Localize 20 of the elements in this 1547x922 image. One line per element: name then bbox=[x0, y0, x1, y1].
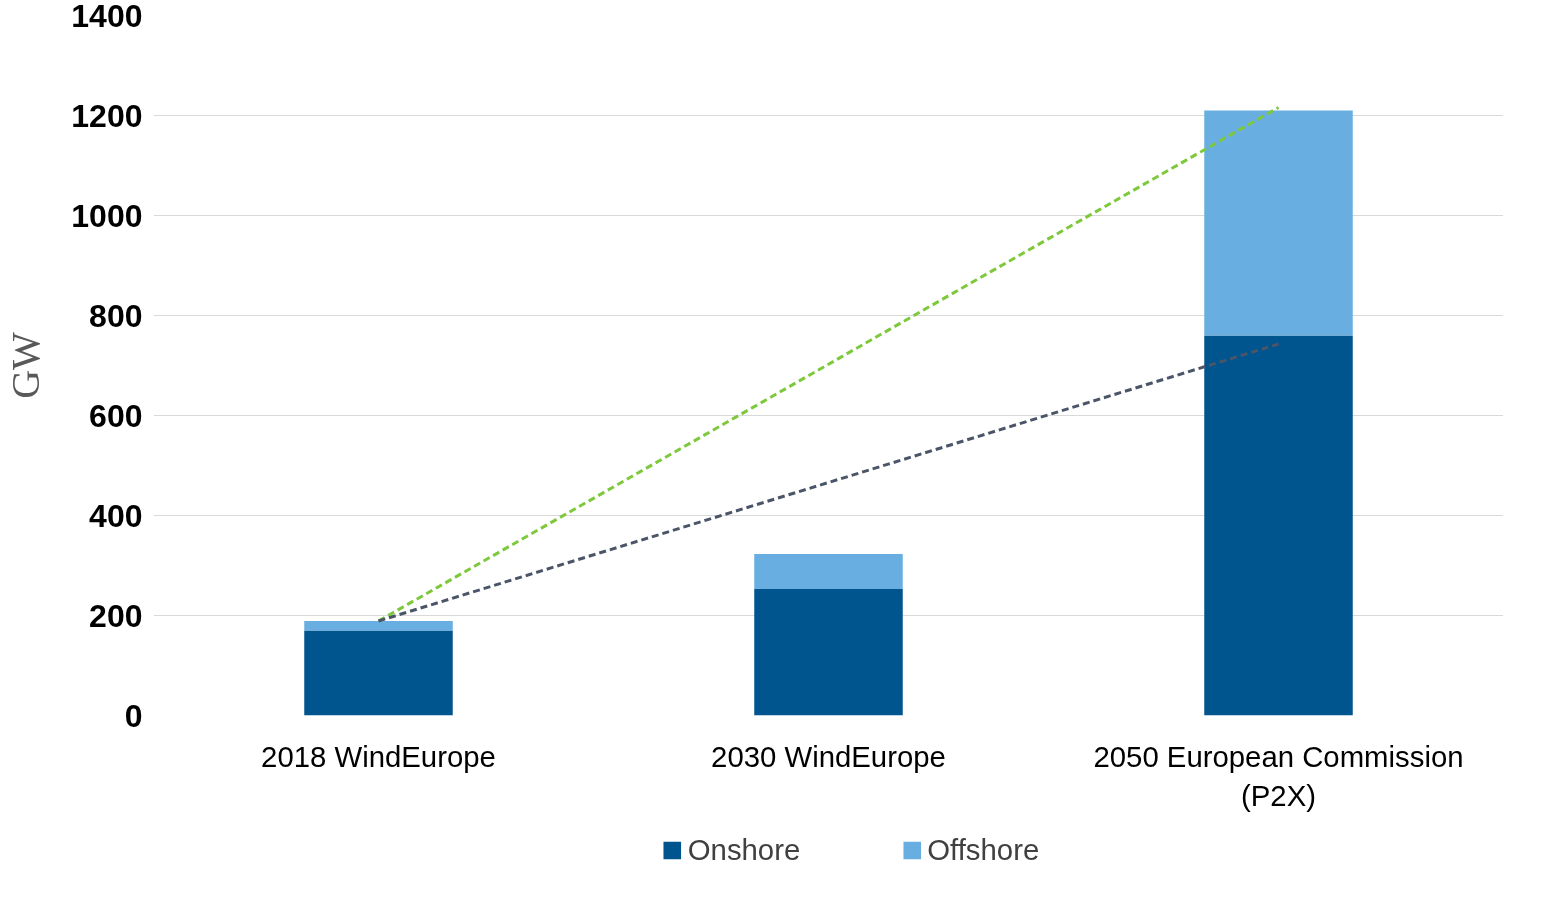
x-tick-label: 2050 European Commission (P2X) bbox=[1093, 739, 1464, 813]
y-tick-label: 800 bbox=[89, 297, 143, 334]
y-tick-label: 0 bbox=[124, 697, 143, 734]
y-tick-label: 1400 bbox=[71, 0, 143, 34]
bar bbox=[754, 554, 903, 589]
y-tick-label: 400 bbox=[89, 497, 143, 534]
bar bbox=[304, 621, 453, 631]
x-tick-label: 2018 WindEurope bbox=[261, 739, 496, 773]
legend-label: Offshore bbox=[927, 833, 1040, 867]
bar bbox=[754, 589, 903, 716]
y-tick-label: 200 bbox=[89, 597, 143, 634]
legend-label: Onshore bbox=[687, 833, 801, 867]
bar bbox=[304, 630, 453, 716]
x-tick-label: 2030 WindEurope bbox=[711, 739, 946, 773]
y-axis-title: GW bbox=[3, 331, 49, 399]
y-tick-label: 1200 bbox=[71, 97, 143, 134]
y-tick-label: 600 bbox=[89, 397, 143, 434]
y-tick-label: 1000 bbox=[71, 197, 143, 234]
bar bbox=[1204, 335, 1353, 716]
bar bbox=[1204, 110, 1353, 336]
